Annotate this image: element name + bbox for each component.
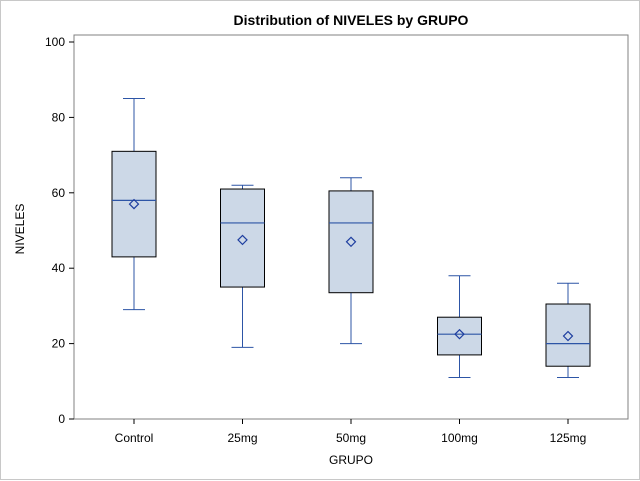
mean-marker [237, 234, 248, 246]
chart-title: Distribution of NIVELES by GRUPO [234, 12, 469, 28]
y-axis-label: NIVELES [13, 204, 27, 255]
iqr-box [111, 150, 157, 258]
box-control [111, 98, 157, 311]
x-tick-label: Control [115, 431, 154, 445]
iqr-box [328, 190, 374, 294]
y-tick-label: 80 [52, 110, 66, 124]
box-50mg [328, 177, 374, 345]
x-axis-label: GRUPO [329, 453, 373, 467]
mean-marker [128, 198, 140, 210]
x-tick-label: 50mg [336, 431, 366, 445]
box-125mg [545, 282, 591, 379]
y-tick-label: 40 [52, 261, 66, 275]
box-25mg [220, 184, 265, 348]
y-axis: 0 20 40 60 80 100 [45, 35, 74, 426]
mean-marker [562, 330, 574, 342]
x-tick-label: 125mg [550, 431, 587, 445]
iqr-box [437, 316, 482, 356]
x-tick-label: 100mg [441, 431, 478, 445]
x-axis: Control 25mg 50mg 100mg 125mg [115, 419, 587, 445]
y-tick-label: 20 [52, 337, 66, 351]
y-tick-label: 60 [52, 186, 66, 200]
y-tick-label: 100 [45, 35, 65, 49]
iqr-box [220, 188, 265, 288]
mean-marker [454, 328, 465, 340]
iqr-box [545, 303, 591, 367]
y-tick-label: 0 [58, 412, 65, 426]
mean-marker [345, 236, 357, 248]
x-tick-label: 25mg [227, 431, 257, 445]
box-100mg [437, 275, 482, 379]
box-series [111, 98, 591, 379]
